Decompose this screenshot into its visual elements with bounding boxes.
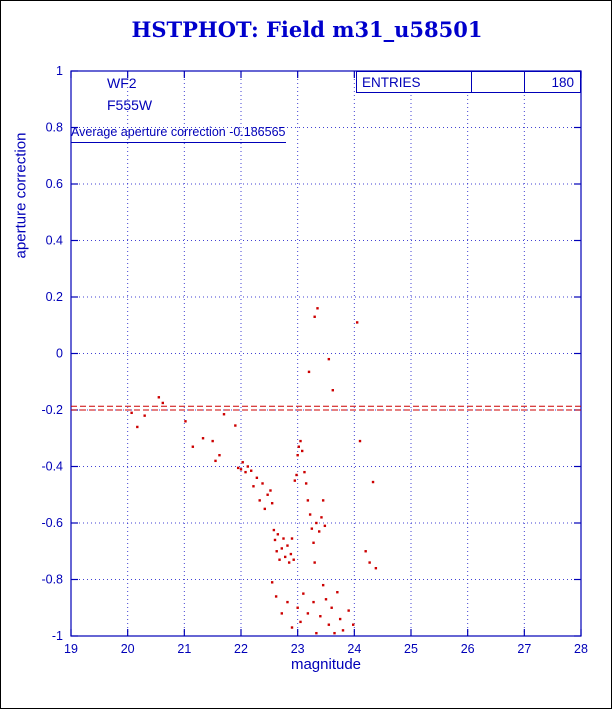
svg-text:26: 26	[461, 642, 475, 656]
svg-text:27: 27	[517, 642, 531, 656]
average-annotation: Average aperture correction -0.186565	[71, 125, 286, 143]
svg-text:0.4: 0.4	[46, 234, 63, 248]
svg-text:1: 1	[56, 64, 63, 78]
entries-box: ENTRIES 180	[356, 71, 581, 93]
svg-text:-0.6: -0.6	[41, 516, 63, 530]
svg-text:-0.8: -0.8	[41, 573, 63, 587]
entries-box-divider	[470, 72, 525, 92]
svg-text:21: 21	[177, 642, 191, 656]
svg-text:0.8: 0.8	[46, 121, 63, 135]
svg-text:28: 28	[574, 642, 588, 656]
axes-frame	[70, 70, 582, 637]
average-reference-lines	[71, 405, 581, 411]
svg-text:-0.4: -0.4	[41, 460, 63, 474]
svg-text:0.2: 0.2	[46, 290, 63, 304]
svg-text:0.6: 0.6	[46, 177, 63, 191]
page-title: HSTPHOT: Field m31_u58501	[131, 17, 483, 42]
svg-text:24: 24	[347, 642, 361, 656]
x-axis-label: magnitude	[290, 656, 362, 673]
svg-text:19: 19	[64, 642, 78, 656]
grid-lines	[71, 71, 581, 636]
svg-text:22: 22	[234, 642, 248, 656]
tick-labels: 19 20 21 22 23 24 25 26 27 28 1 0.8 0.6 0.4 0.2 0 -0.2 -0…	[41, 64, 588, 656]
svg-text:-0.2: -0.2	[41, 403, 63, 417]
scatter-points	[130, 307, 378, 635]
svg-text:0: 0	[56, 347, 63, 361]
entries-value: 180	[524, 72, 580, 92]
svg-text:20: 20	[121, 642, 135, 656]
y-axis-label: aperture correction	[12, 132, 30, 259]
filter-label: F555W	[107, 97, 153, 113]
entries-label: ENTRIES	[362, 74, 421, 90]
svg-text:23: 23	[291, 642, 305, 656]
svg-text:25: 25	[404, 642, 418, 656]
svg-text:-1: -1	[52, 629, 63, 643]
camera-label: WF2	[107, 75, 137, 91]
